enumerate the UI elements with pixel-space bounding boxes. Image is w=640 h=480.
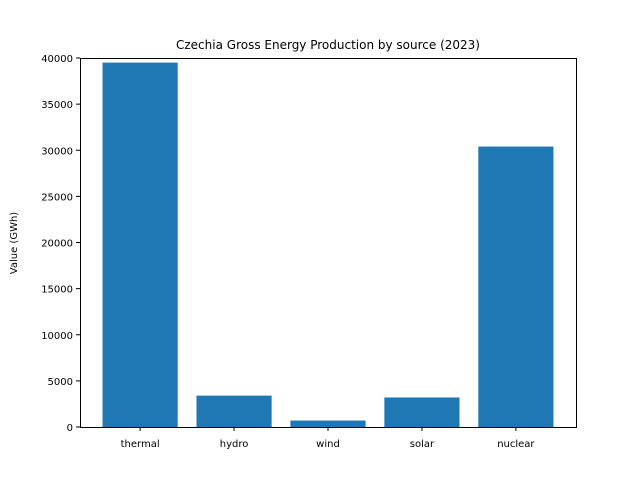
x-tick-label: thermal — [121, 439, 160, 450]
y-tick-label: 20000 — [41, 239, 73, 250]
y-tick-label: 40000 — [41, 54, 73, 65]
y-tick-label: 5000 — [48, 377, 73, 388]
bar-wind — [290, 420, 366, 427]
bars-group — [102, 62, 554, 428]
y-axis-ticks: 0 5000 10000 15000 20000 25000 30000 35000 40000 — [41, 54, 80, 434]
x-tick-label: wind — [316, 439, 340, 450]
x-tick-label: solar — [410, 439, 435, 450]
bar-hydro — [196, 395, 272, 427]
x-tick-label: nuclear — [497, 439, 535, 450]
bar-thermal — [102, 62, 178, 428]
y-tick-label: 10000 — [41, 331, 73, 342]
y-axis-label: Value (GWh) — [9, 212, 20, 275]
y-tick-label: 35000 — [41, 100, 73, 111]
y-tick-label: 25000 — [41, 192, 73, 203]
chart-title: Czechia Gross Energy Production by sourc… — [176, 38, 480, 52]
y-tick-label: 0 — [67, 423, 73, 434]
plot-frame — [80, 58, 577, 428]
y-tick-label: 30000 — [41, 146, 73, 157]
x-tick-label: hydro — [220, 439, 249, 450]
bar-solar — [384, 397, 460, 427]
bar-nuclear — [478, 146, 554, 427]
y-tick-label: 15000 — [41, 285, 73, 296]
